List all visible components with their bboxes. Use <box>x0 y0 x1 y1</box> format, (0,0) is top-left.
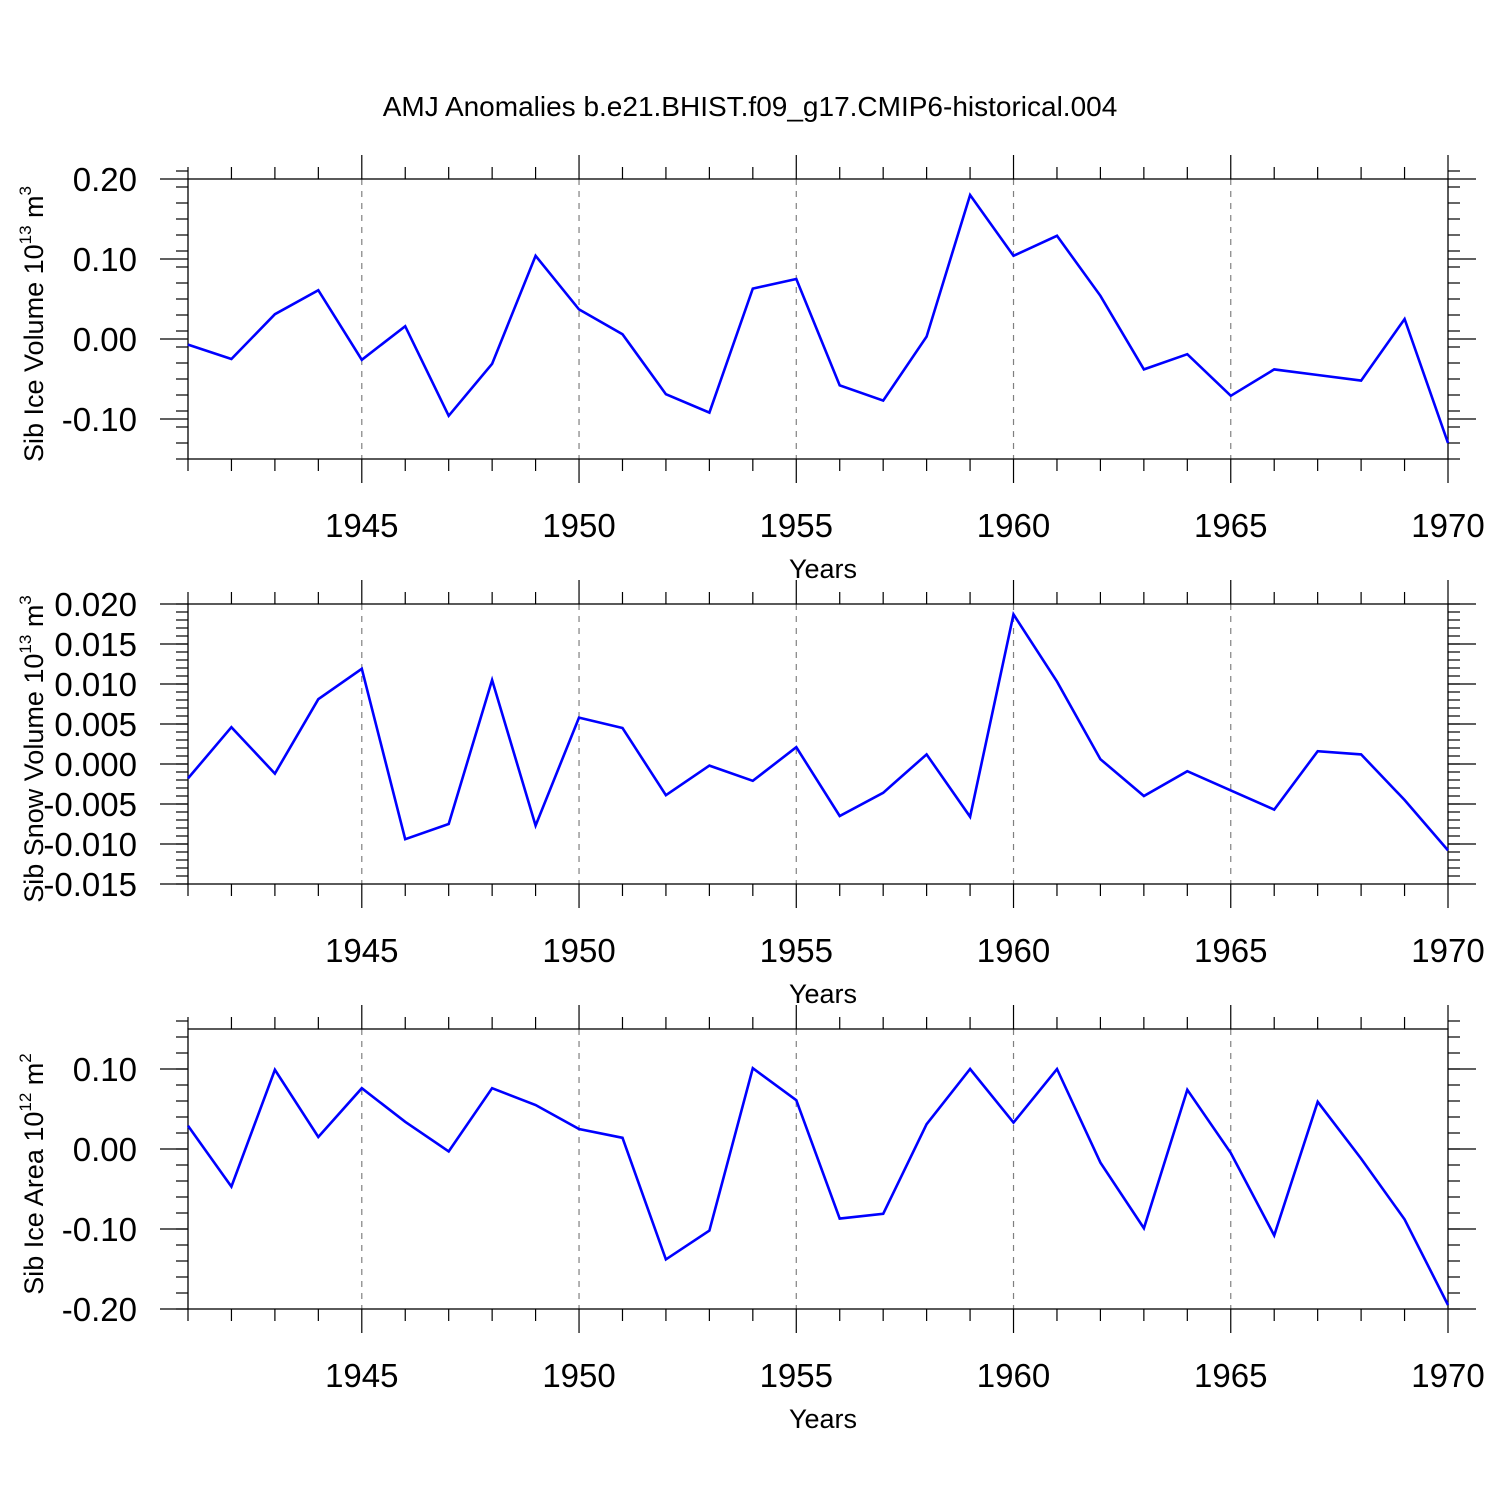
x-tick-label: 1945 <box>325 932 398 969</box>
x-tick-label: 1960 <box>977 1357 1050 1394</box>
x-tick-label: 1950 <box>542 1357 615 1394</box>
x-tick-label: 1960 <box>977 507 1050 544</box>
y-tick-label: -0.10 <box>62 1211 137 1248</box>
plot-frame <box>187 603 1449 885</box>
x-tick-label: 1950 <box>542 932 615 969</box>
x-tick-label: 1965 <box>1194 932 1267 969</box>
y-axis-label-text: Sib Ice Volume 10 <box>19 244 49 462</box>
chart-panel-2: 1945 1950 1955 1960 1965 1970 Years -0.015-0.01… <box>16 580 1485 1009</box>
x-tick-label: 1970 <box>1411 507 1484 544</box>
y-tick-label: -0.005 <box>43 786 137 823</box>
chart-panel-3: 1945 1950 1955 1960 1965 1970 Years -0.20 -0.10 0… <box>16 1005 1485 1434</box>
x-tick-label: 1945 <box>325 1357 398 1394</box>
y-axis-label-superscript: 3 <box>16 595 35 604</box>
y-axis-label: Sib Ice Volume 1013 m3 <box>16 186 49 462</box>
y-axis-label-text: m <box>19 195 49 225</box>
x-tick-label: 1970 <box>1411 932 1484 969</box>
x-tick-label: 1960 <box>977 932 1050 969</box>
chart-panel-1: 1945 1950 1955 1960 1965 1970 Years -0.10 0.00 0.… <box>16 155 1485 584</box>
y-tick-label: 0.000 <box>54 746 137 783</box>
x-tick-label: 1965 <box>1194 507 1267 544</box>
x-tick-label: 1955 <box>760 932 833 969</box>
plot-frame <box>187 1028 1449 1310</box>
y-axis-label: Sib Ice Area 1012 m2 <box>16 1053 49 1295</box>
x-tick-label: 1955 <box>760 507 833 544</box>
y-tick-label: -0.015 <box>43 866 137 903</box>
y-axis-label-superscript: 13 <box>16 635 35 654</box>
x-axis-label: Years <box>789 1404 857 1434</box>
x-axis-label: Years <box>789 979 857 1009</box>
y-axis-label-text: m <box>19 1063 49 1093</box>
x-tick-label: 1955 <box>760 1357 833 1394</box>
figure-title: AMJ Anomalies b.e21.BHIST.f09_g17.CMIP6-… <box>383 91 1118 122</box>
y-tick-label: -0.010 <box>43 826 137 863</box>
y-tick-label: 0.00 <box>73 1131 137 1168</box>
y-tick-label: 0.005 <box>54 706 137 743</box>
y-tick-label: 0.10 <box>73 241 137 278</box>
y-axis-label-text: Sib Snow Volume 10 <box>19 654 49 903</box>
y-tick-label: 0.015 <box>54 626 137 663</box>
y-axis-label-superscript: 2 <box>16 1053 35 1062</box>
y-tick-label: 0.010 <box>54 666 137 703</box>
plot-frame <box>187 178 1449 460</box>
chart-panels: 1945 1950 1955 1960 1965 1970 Years -0.10 0.00 0.… <box>16 155 1485 1434</box>
x-tick-label: 1965 <box>1194 1357 1267 1394</box>
y-tick-label: 0.00 <box>73 321 137 358</box>
y-axis-label-text: m <box>19 605 49 635</box>
x-tick-label: 1950 <box>542 507 615 544</box>
y-axis-label-superscript: 13 <box>16 225 35 244</box>
y-axis-label-superscript: 3 <box>16 186 35 195</box>
y-axis-label-text: Sib Ice Area 10 <box>19 1112 49 1295</box>
series-line <box>187 611 1449 852</box>
y-tick-label: 0.10 <box>73 1051 137 1088</box>
y-axis-label: Sib Snow Volume 1013 m3 <box>16 595 49 903</box>
x-axis-label: Years <box>789 554 857 584</box>
y-tick-label: -0.10 <box>62 401 137 438</box>
x-tick-label: 1970 <box>1411 1357 1484 1394</box>
y-axis-label-superscript: 12 <box>16 1093 35 1112</box>
series-line <box>187 192 1450 444</box>
y-tick-label: -0.20 <box>62 1291 137 1328</box>
series-line <box>186 1066 1450 1306</box>
y-tick-label: 0.020 <box>54 586 137 623</box>
x-tick-label: 1945 <box>325 507 398 544</box>
y-tick-label: 0.20 <box>73 161 137 198</box>
